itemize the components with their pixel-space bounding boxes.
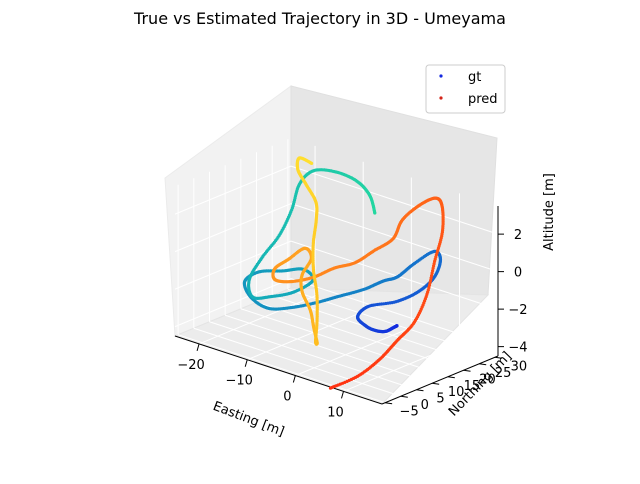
grid-lines	[174, 139, 499, 404]
x-axis-label: Easting [m]	[211, 399, 286, 440]
pred-point	[426, 288, 430, 292]
y-tick-label: 15	[464, 379, 481, 394]
z-tick-label: 2	[514, 228, 522, 243]
z-axis-label: Altitude [m]	[542, 173, 557, 251]
y-tick-label: 25	[495, 366, 512, 381]
y-gridline-floor	[193, 327, 401, 397]
legend-marker-pred	[439, 96, 443, 100]
pred-point	[427, 283, 432, 287]
gt-point	[373, 211, 377, 215]
z-gridline-left	[174, 240, 292, 290]
z-tick-label: 0	[514, 266, 522, 281]
x-tick-mark	[292, 375, 296, 383]
pred-point	[310, 161, 314, 165]
y-tick-mark	[400, 395, 408, 398]
y-tick-mark	[432, 382, 440, 385]
x-tick-label: −20	[177, 358, 204, 373]
x-tick-mark	[244, 359, 248, 367]
y-tick-label: 0	[421, 398, 429, 413]
legend: gt pred	[425, 64, 506, 114]
x-tick-label: 10	[327, 405, 344, 420]
legend-marker-gt	[439, 74, 443, 78]
y-tick-label: 5	[436, 392, 444, 407]
x-tick-labels: −20 −10 0 10	[177, 343, 344, 420]
legend-label-pred: pred	[468, 92, 498, 107]
y-gridline-floor	[256, 301, 464, 371]
pred-point	[430, 271, 434, 275]
z-gridline-back	[290, 278, 499, 348]
x-tick-label: 0	[283, 390, 291, 405]
x-tick-label: −10	[225, 374, 252, 389]
back-pane	[290, 85, 498, 296]
y-gridline-floor	[209, 321, 417, 391]
pred-point	[428, 281, 432, 285]
x-tick-mark	[196, 343, 200, 352]
z-gridline-left	[174, 203, 292, 253]
pred-point	[429, 276, 433, 280]
legend-box	[425, 64, 506, 114]
y-tick-label: 20	[479, 372, 496, 387]
y-tick-label: 10	[448, 385, 465, 400]
y-tick-mark	[479, 363, 487, 366]
x-axis-line	[174, 335, 383, 405]
z-gridline-left	[174, 165, 292, 215]
legend-label-gt: gt	[468, 70, 481, 85]
pred-point	[431, 269, 435, 273]
y-gridline-floor	[177, 334, 386, 404]
series-pred	[271, 156, 445, 390]
y-gridline-floor	[225, 314, 433, 384]
y-tick-labels: −5 0 5 10 15 20 25 30	[385, 356, 528, 420]
chart-title: True vs Estimated Trajectory in 3D - Ume…	[133, 9, 506, 28]
y-tick-label: 30	[511, 359, 528, 374]
y-tick-mark	[447, 376, 455, 379]
y-tick-mark	[463, 369, 471, 372]
z-tick-labels: −4 −2 0 2	[498, 228, 528, 356]
pred-point	[429, 278, 433, 283]
y-tick-mark	[416, 389, 424, 392]
z-tick-label: −4	[508, 341, 527, 356]
z-gridline-left	[174, 278, 292, 328]
y-tick-label: −5	[400, 405, 419, 420]
pred-point	[430, 274, 434, 278]
z-gridline-back	[290, 165, 499, 235]
z-gridline-back	[290, 240, 499, 310]
z-tick-label: −2	[508, 303, 527, 318]
y-gridline-floor	[240, 308, 448, 378]
x-tick-mark	[341, 391, 344, 399]
y-tick-mark	[385, 402, 393, 405]
y-tick-mark	[494, 356, 502, 359]
series-layer	[242, 156, 445, 390]
